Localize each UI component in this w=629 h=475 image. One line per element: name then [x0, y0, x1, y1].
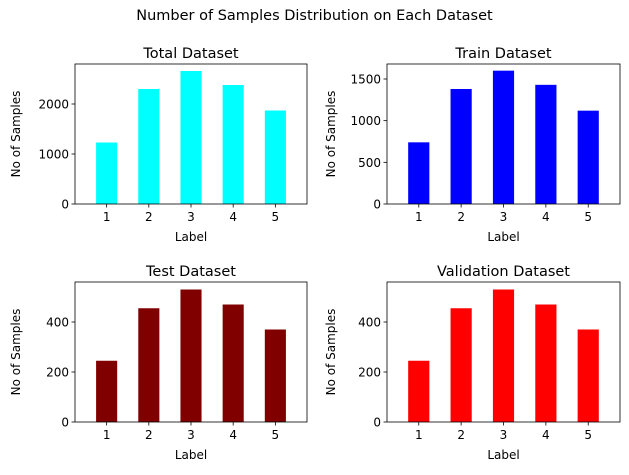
subplot-title-1: Total Dataset — [142, 46, 239, 62]
y-axis-label-4: No of Samples — [324, 309, 338, 396]
subplot-title-3: Test Dataset — [145, 264, 236, 280]
subplot-title-2: Train Dataset — [454, 46, 551, 62]
bar-2-2 — [450, 89, 472, 204]
x-tick-label-4-1: 1 — [415, 428, 423, 442]
y-axis-label-1: No of Samples — [9, 91, 23, 178]
x-axis-label-2: Label — [487, 230, 519, 244]
bar-1-1 — [96, 142, 118, 204]
bar-4-1 — [408, 360, 430, 422]
bar-3-5 — [264, 329, 286, 422]
x-tick-label-1-3: 3 — [187, 210, 195, 224]
y-tick-label-3-400: 400 — [46, 316, 69, 330]
bar-3-2 — [138, 308, 160, 422]
y-tick-label-4-0: 0 — [373, 416, 381, 430]
x-tick-label-3-5: 5 — [272, 428, 280, 442]
x-tick-label-3-2: 2 — [145, 428, 153, 442]
y-tick-label-1-2000: 2000 — [38, 98, 69, 112]
x-tick-label-2-4: 4 — [542, 210, 550, 224]
bar-3-4 — [222, 304, 244, 422]
bar-2-3 — [492, 70, 515, 205]
y-tick-label-2-1500: 1500 — [350, 73, 381, 87]
x-tick-label-1-1: 1 — [103, 210, 111, 224]
bar-2-1 — [408, 142, 430, 204]
x-tick-label-4-4: 4 — [542, 428, 550, 442]
y-axis-label-3: No of Samples — [9, 309, 23, 396]
bar-3-1 — [96, 360, 118, 422]
bar-4-5 — [577, 329, 599, 422]
x-tick-label-2-2: 2 — [457, 210, 465, 224]
x-axis-label-1: Label — [175, 230, 207, 244]
bar-1-2 — [138, 89, 160, 204]
y-tick-label-2-500: 500 — [358, 156, 381, 170]
x-tick-label-4-5: 5 — [584, 428, 592, 442]
bar-4-2 — [450, 308, 472, 422]
y-tick-label-4-200: 200 — [358, 366, 381, 380]
x-tick-label-3-3: 3 — [187, 428, 195, 442]
y-tick-label-3-200: 200 — [46, 366, 69, 380]
subplot-title-4: Validation Dataset — [437, 264, 570, 280]
bar-4-4 — [535, 304, 557, 422]
x-tick-label-3-4: 4 — [229, 428, 237, 442]
x-tick-label-2-1: 1 — [415, 210, 423, 224]
y-tick-label-4-400: 400 — [358, 316, 381, 330]
bar-1-3 — [180, 71, 202, 204]
x-axis-label-3: Label — [175, 448, 207, 462]
x-tick-label-3-1: 1 — [103, 428, 111, 442]
x-tick-label-4-2: 2 — [457, 428, 465, 442]
x-tick-label-1-4: 4 — [229, 210, 237, 224]
x-axis-label-4: Label — [487, 448, 519, 462]
y-axis-label-2: No of Samples — [324, 91, 338, 178]
x-tick-label-1-2: 2 — [145, 210, 153, 224]
bar-4-3 — [492, 289, 515, 422]
x-tick-label-2-5: 5 — [584, 210, 592, 224]
y-tick-label-1-0: 0 — [61, 198, 69, 212]
x-tick-label-2-3: 3 — [500, 210, 508, 224]
bar-2-4 — [535, 84, 557, 204]
figure-title: Number of Samples Distribution on Each D… — [136, 8, 493, 24]
y-tick-label-2-1000: 1000 — [350, 114, 381, 128]
bar-1-4 — [222, 85, 244, 204]
x-tick-label-4-3: 3 — [500, 428, 508, 442]
y-tick-label-2-0: 0 — [373, 198, 381, 212]
y-tick-label-3-0: 0 — [61, 416, 69, 430]
bar-2-5 — [577, 110, 599, 204]
bar-3-3 — [180, 289, 202, 422]
bar-1-5 — [264, 110, 286, 204]
y-tick-label-1-1000: 1000 — [38, 148, 69, 162]
x-tick-label-1-5: 5 — [272, 210, 280, 224]
